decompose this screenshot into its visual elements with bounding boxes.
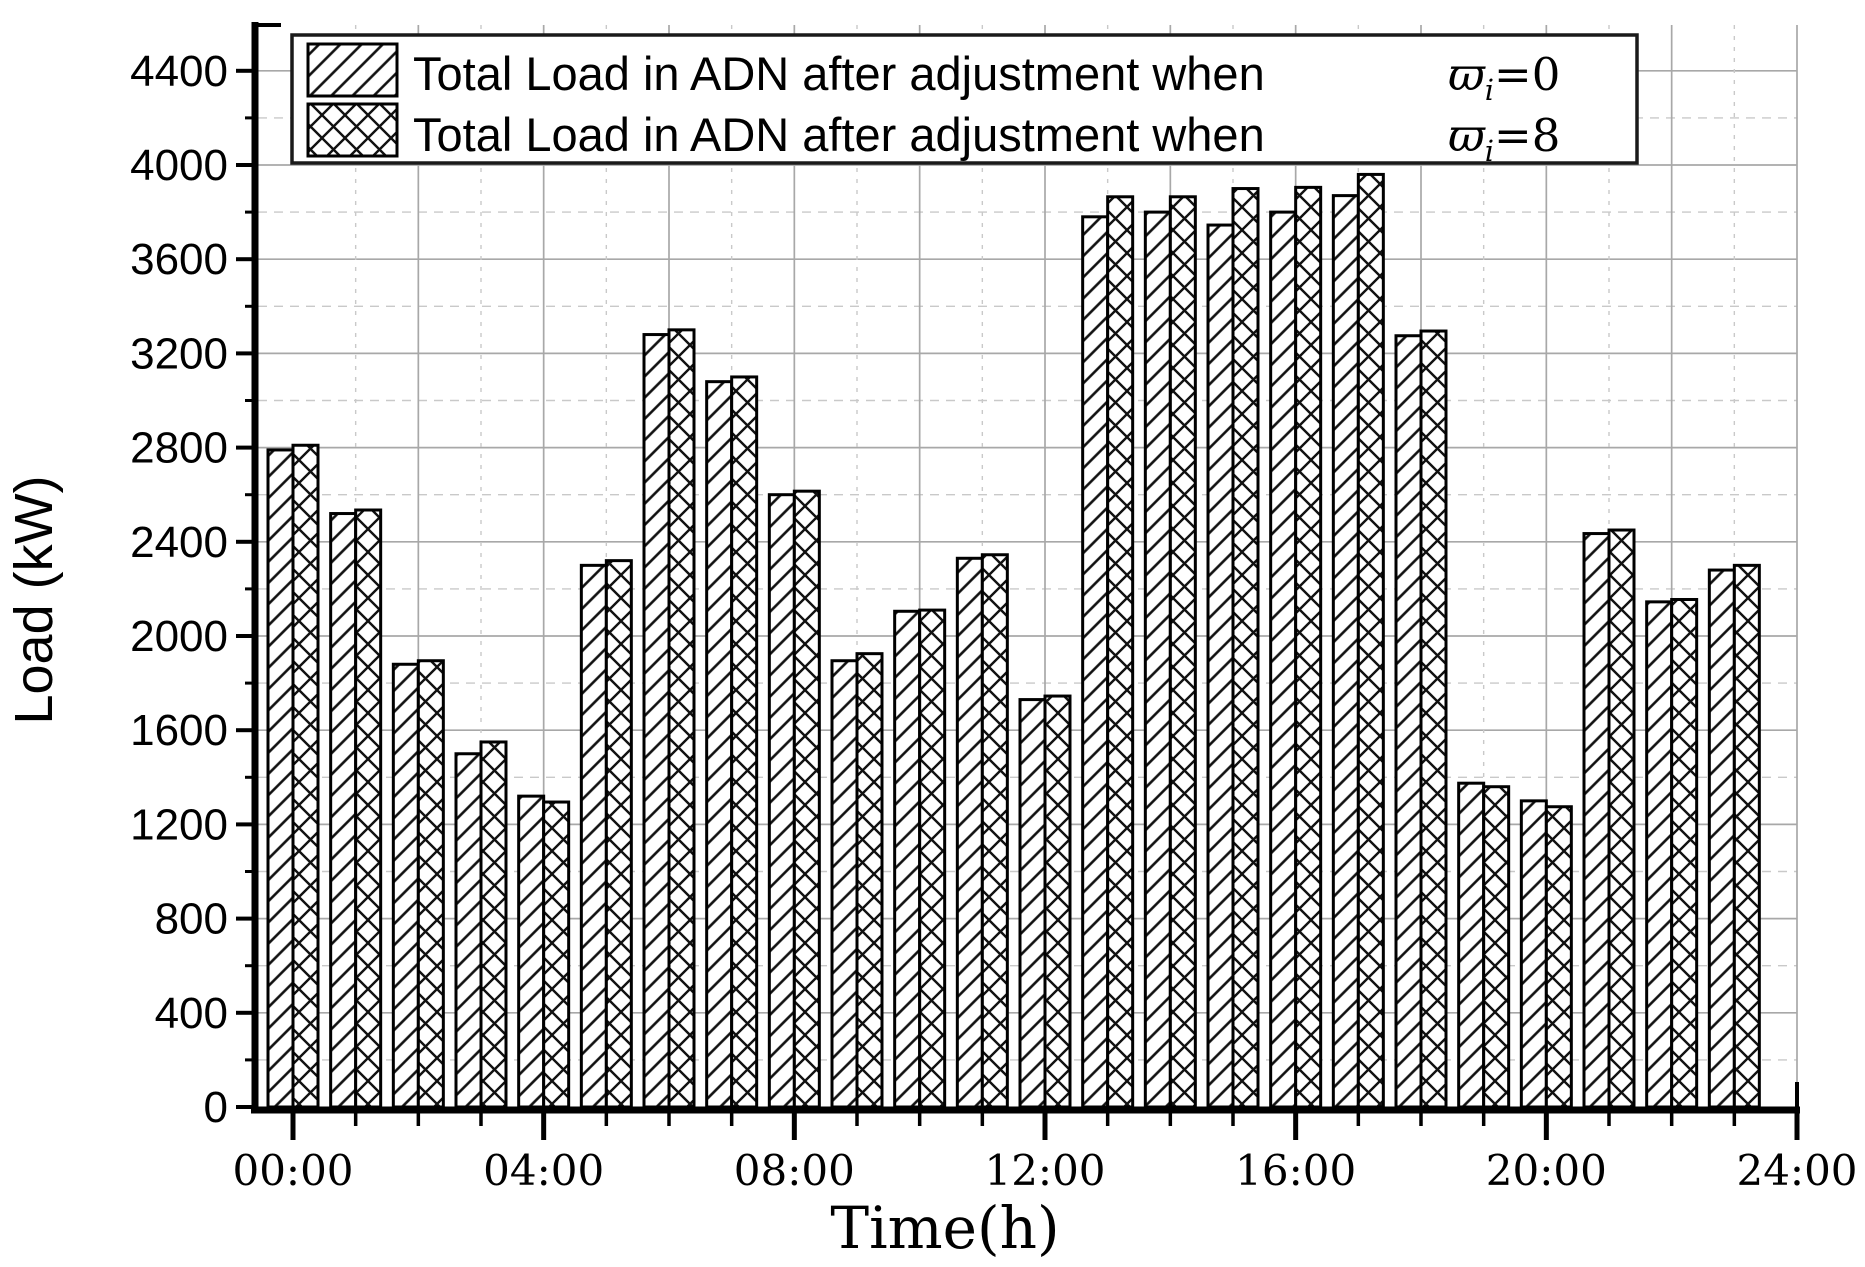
axis-ticks (236, 68, 1800, 1140)
bar-17:00-w8 (1356, 172, 1385, 1109)
bar-15:00-w0 (1206, 223, 1235, 1109)
bar-10:00-w8 (918, 608, 947, 1109)
bar-04:00-w8 (542, 800, 571, 1109)
bar-21:00-w8 (1607, 528, 1636, 1109)
legend-label-w0: Total Load in ADN after adjustment when (413, 47, 1265, 100)
legend-box (290, 33, 1639, 165)
legend-swatch-diagonal-hatch (306, 42, 399, 98)
bar-16:00-w8 (1294, 185, 1323, 1109)
bar-08:00-w0 (767, 493, 796, 1109)
legend-symbol-w8: ϖi=8 (1448, 109, 1560, 168)
bar-23:00-w8 (1732, 563, 1761, 1109)
bar-20:00-w8 (1544, 805, 1573, 1109)
bar-02:00-w0 (391, 662, 420, 1109)
x-tick-label-08:00: 08:00 (734, 1146, 855, 1195)
bar-22:00-w8 (1670, 597, 1699, 1109)
bar-07:00-w8 (730, 375, 759, 1109)
bar-23:00-w0 (1707, 568, 1736, 1109)
bar-19:00-w8 (1482, 785, 1511, 1109)
y-tick-label-2400: 2400 (130, 518, 228, 567)
y-tick-label-400: 400 (155, 989, 228, 1038)
y-tick-label-1200: 1200 (130, 800, 228, 849)
x-tick-label-20:00: 20:00 (1486, 1146, 1607, 1195)
y-tick-label-3600: 3600 (130, 235, 228, 284)
bar-12:00-w0 (1018, 698, 1047, 1109)
y-tick-label-2000: 2000 (130, 612, 228, 661)
y-tick-label-4000: 4000 (130, 141, 228, 190)
bar-11:00-w0 (955, 556, 984, 1109)
bar-11:00-w8 (980, 553, 1009, 1109)
x-tick-label-12:00: 12:00 (984, 1146, 1105, 1195)
x-tick-label-04:00: 04:00 (483, 1146, 604, 1195)
bar-01:00-w0 (329, 512, 358, 1109)
bar-13:00-w8 (1106, 195, 1135, 1109)
bar-03:00-w0 (454, 752, 483, 1109)
bar-17:00-w0 (1331, 194, 1360, 1109)
tick-labels: 0 400 800 1200 1600 2000 2400 2800 3200 3600 4000 4… (130, 47, 1857, 1195)
y-axis-title: Load (kW) (4, 475, 64, 724)
legend: Total Load in ADN after adjustment when ϖ… (290, 33, 1639, 168)
bar-10:00-w0 (893, 609, 922, 1109)
bar-08:00-w8 (792, 489, 821, 1109)
bar-12:00-w8 (1043, 694, 1072, 1109)
bar-16:00-w0 (1269, 210, 1298, 1109)
y-tick-label-2800: 2800 (130, 424, 228, 473)
y-tick-label-0: 0 (204, 1083, 228, 1132)
bar-19:00-w0 (1457, 781, 1486, 1109)
bar-05:00-w0 (579, 563, 608, 1109)
legend-symbol-w0: ϖi=0 (1448, 48, 1560, 107)
x-tick-label-00:00: 00:00 (232, 1146, 353, 1195)
bar-01:00-w8 (354, 508, 383, 1109)
bar-00:00-w8 (291, 443, 320, 1109)
x-tick-label-24:00: 24:00 (1736, 1146, 1857, 1195)
bar-22:00-w0 (1645, 600, 1674, 1109)
y-tick-label-3200: 3200 (130, 329, 228, 378)
bar-14:00-w0 (1143, 210, 1172, 1109)
legend-swatch-cross-hatch (306, 102, 399, 158)
bar-06:00-w0 (642, 333, 671, 1109)
x-tick-label-16:00: 16:00 (1235, 1146, 1356, 1195)
legend-label-w8: Total Load in ADN after adjustment when (413, 108, 1265, 161)
bar-09:00-w8 (855, 652, 884, 1109)
bar-21:00-w0 (1582, 532, 1611, 1109)
bar-05:00-w8 (604, 559, 633, 1109)
bar-04:00-w0 (517, 794, 546, 1109)
bar-07:00-w0 (705, 380, 734, 1109)
bar-15:00-w8 (1231, 187, 1260, 1109)
bar-14:00-w8 (1168, 195, 1197, 1109)
bar-06:00-w8 (667, 328, 696, 1109)
bar-20:00-w0 (1519, 799, 1548, 1109)
x-axis-title: Time(h) (830, 1194, 1059, 1262)
y-tick-label-1600: 1600 (130, 706, 228, 755)
bar-02:00-w8 (416, 659, 445, 1109)
bar-18:00-w0 (1394, 334, 1423, 1109)
bar-18:00-w8 (1419, 329, 1448, 1109)
bar-00:00-w0 (266, 448, 295, 1109)
bar-03:00-w8 (479, 740, 508, 1109)
axes (251, 22, 1800, 1114)
y-tick-label-800: 800 (155, 895, 228, 944)
bar-09:00-w0 (830, 659, 859, 1109)
bar-13:00-w0 (1081, 215, 1110, 1109)
y-tick-label-4400: 4400 (130, 47, 228, 96)
bar-series (266, 172, 1761, 1109)
